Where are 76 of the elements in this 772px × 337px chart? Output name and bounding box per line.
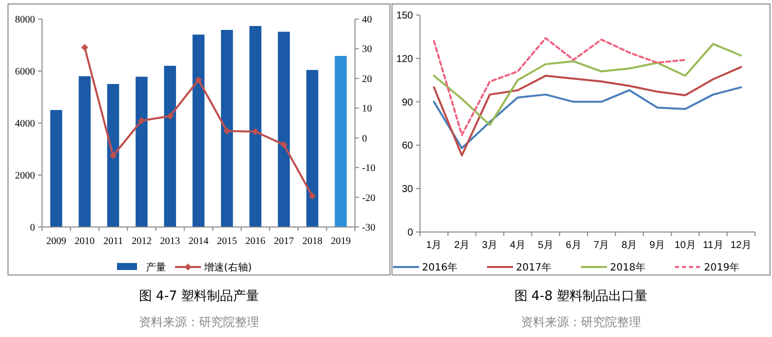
y2-tick-label: 10	[362, 104, 372, 115]
x-tick-label: 4月	[510, 240, 526, 251]
point	[195, 76, 202, 84]
x-tick-label: 2014	[188, 236, 208, 247]
x-tick-label: 10月	[674, 240, 696, 251]
text: 资料来源：研究院整理	[139, 315, 259, 329]
legend-label: 2016年	[422, 262, 458, 274]
x-tick-label: 6月	[566, 240, 582, 251]
legend-label: 2019年	[704, 262, 740, 274]
text: 资料来源：研究院整理	[521, 315, 641, 329]
bar	[136, 76, 148, 227]
bar	[192, 34, 204, 227]
point	[138, 117, 146, 124]
x-tick-label: 2011	[103, 236, 123, 247]
point	[252, 128, 259, 136]
y-tick-label: 2000	[15, 170, 35, 182]
line-series	[432, 86, 742, 150]
bar	[50, 110, 62, 227]
x-tick-label: 2017	[274, 236, 294, 247]
text: 图 4-7 塑料制品产量	[138, 288, 260, 304]
x-tick-label: 2018	[302, 236, 322, 247]
y2-tick-label: 30	[362, 44, 372, 56]
x-tick-label: 11月	[702, 240, 724, 251]
legend-label: 2018年	[610, 262, 646, 274]
legend-label: 2017年	[516, 262, 552, 274]
bar	[220, 30, 233, 227]
x-tick-label: 12月	[730, 240, 752, 251]
x-tick-label: 5月	[538, 240, 554, 251]
y-tick-label: 4000	[15, 118, 35, 130]
y-tick-label: 150	[396, 10, 414, 22]
point	[166, 112, 174, 120]
bar	[249, 26, 262, 227]
y2-tick-label: 40	[362, 14, 372, 26]
point	[110, 152, 117, 160]
x-tick-label: 2009	[46, 236, 66, 247]
x-tick-label: 8月	[622, 240, 638, 251]
y-tick-label: 0	[407, 228, 414, 238]
x-tick-label: 2010	[74, 236, 95, 247]
x-tick-label: 2012	[132, 236, 152, 247]
x-tick-label: 2019	[330, 236, 351, 247]
line-series	[432, 37, 686, 136]
y2-tick-label: 0	[362, 133, 367, 144]
y2-tick-label: -10	[362, 163, 376, 174]
text: 图 4-8 塑料制品出口量	[514, 288, 648, 304]
y-tick-label: 6000	[15, 66, 35, 78]
point	[81, 44, 88, 52]
bar	[78, 76, 91, 227]
y2-tick-label: 20	[362, 74, 372, 85]
x-tick-label: 9月	[650, 240, 666, 251]
line-series	[432, 42, 742, 126]
point	[280, 141, 288, 148]
x-tick-label: 2016	[245, 236, 266, 247]
x-tick-label: 2月	[454, 240, 470, 251]
y2-tick-label: -20	[362, 192, 376, 204]
y2-tick-label: -30	[362, 222, 376, 234]
x-tick-label: 7月	[594, 240, 610, 251]
x-tick-label: 2015	[216, 236, 237, 247]
bar	[306, 70, 318, 227]
x-tick-label: 1月	[426, 240, 442, 251]
y-tick-label: 8000	[15, 14, 35, 26]
y-tick-label: 90	[402, 97, 414, 108]
y-tick-label: 60	[402, 140, 414, 152]
bar	[107, 84, 120, 227]
bar	[278, 32, 290, 227]
y-tick-label: 120	[396, 54, 414, 65]
line-series	[432, 66, 742, 156]
bar	[334, 56, 347, 227]
y-tick-label: 30	[402, 184, 414, 196]
legend-label: 产量	[146, 262, 166, 274]
x-tick-label: 3月	[482, 240, 498, 251]
point	[223, 128, 230, 135]
legend-label: 增速(右轴)	[203, 262, 252, 274]
y-tick-label: 0	[30, 222, 35, 234]
x-tick-label: 2013	[160, 236, 180, 247]
bar	[164, 66, 176, 227]
point	[308, 192, 316, 200]
